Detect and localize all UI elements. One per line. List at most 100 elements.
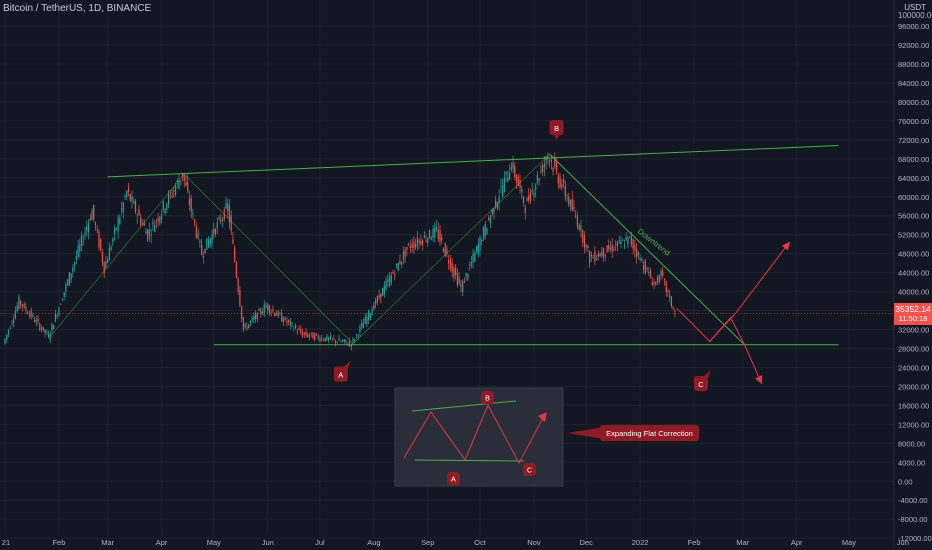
y-tick-label: 52000.00 xyxy=(898,231,929,240)
candle-body xyxy=(218,217,220,220)
candle-body xyxy=(199,240,201,243)
candle-body xyxy=(171,195,173,197)
candle-body xyxy=(91,210,93,220)
candle-body xyxy=(507,177,509,182)
candle-body xyxy=(110,247,112,250)
candle-body xyxy=(364,316,366,324)
candle-body xyxy=(227,203,229,212)
candle-body xyxy=(338,338,340,341)
candle-body xyxy=(649,270,652,279)
candle-body xyxy=(467,274,469,280)
candle-body xyxy=(451,263,453,272)
candle-body xyxy=(378,295,380,298)
candle-body xyxy=(486,227,488,235)
candle-body xyxy=(129,194,131,201)
symbol-header[interactable]: Bitcoin / TetherUS, 1D, BINANCE xyxy=(3,3,152,14)
candle-body xyxy=(100,238,102,251)
candle-body xyxy=(648,272,650,274)
candle-body xyxy=(281,312,283,322)
price-scale-panel[interactable] xyxy=(894,0,932,550)
candle-body xyxy=(202,256,204,258)
wave-label-text: A xyxy=(338,371,343,380)
candle-body xyxy=(594,251,596,262)
candle-body xyxy=(213,229,215,234)
current-price-tag: 35352.14 11:50:18 xyxy=(894,303,932,325)
inset-label-b-text: B xyxy=(485,396,490,403)
y-tick-label: 84000.00 xyxy=(898,79,929,88)
candle-body xyxy=(253,316,255,320)
candle-body xyxy=(651,282,653,286)
candle-body xyxy=(397,263,399,271)
bar-countdown: 11:50:18 xyxy=(898,314,928,323)
candle-body xyxy=(509,172,511,180)
candle-body xyxy=(267,303,269,311)
y-tick-label: 88000.00 xyxy=(898,60,929,69)
candle-body xyxy=(86,226,88,232)
candle-body xyxy=(335,340,337,343)
candle-body xyxy=(596,258,598,260)
candle-body xyxy=(352,338,354,342)
wave-label-bg xyxy=(694,376,708,392)
candle-body xyxy=(582,230,584,243)
candle-body xyxy=(656,277,659,283)
y-tick-label: 68000.00 xyxy=(898,155,929,164)
time-scale-labels: 21 Feb Mar Apr May Jun Jul Aug Sep Oct Nov Dec 2022 F… xyxy=(2,538,909,547)
candle-body xyxy=(181,173,184,177)
callout[interactable]: Expanding Flat Correction xyxy=(567,425,699,441)
candle-body xyxy=(413,241,415,249)
candle-body xyxy=(314,334,316,341)
candle-body xyxy=(134,200,137,212)
inset-arrow-head xyxy=(538,412,547,422)
candle-body xyxy=(96,229,98,231)
candle-body xyxy=(242,317,244,330)
candle-body xyxy=(423,235,425,238)
candle-body xyxy=(669,295,671,298)
candle-body xyxy=(84,232,86,235)
candle-body xyxy=(472,253,474,262)
candle-body xyxy=(305,331,307,336)
candle-body xyxy=(124,196,126,198)
candle-body xyxy=(611,244,613,252)
candle-body xyxy=(326,335,328,341)
candle-body xyxy=(167,193,170,204)
candle-body xyxy=(120,207,123,210)
candle-body xyxy=(131,196,133,201)
candle-body xyxy=(529,192,532,202)
candle-body xyxy=(232,239,234,244)
candle-body xyxy=(481,240,483,242)
candle-body xyxy=(256,312,258,320)
candle-body xyxy=(395,263,398,266)
callout-text: Expanding Flat Correction xyxy=(606,429,693,438)
candle-body xyxy=(357,335,359,337)
candle-body xyxy=(362,323,365,329)
candle-body xyxy=(147,229,149,240)
candle-body xyxy=(49,334,51,341)
candle-body xyxy=(616,241,619,247)
projection-alt-path xyxy=(709,316,763,385)
candle-body xyxy=(141,223,144,225)
candle-body xyxy=(522,196,525,204)
candle-body xyxy=(542,165,544,172)
candle-body xyxy=(180,180,182,182)
candle-body xyxy=(427,238,429,243)
candle-body xyxy=(590,254,592,257)
currency-label[interactable]: USDT xyxy=(904,3,926,12)
candle-body xyxy=(341,340,344,342)
candle-body xyxy=(562,178,565,184)
candle-body xyxy=(630,236,632,245)
candle-body xyxy=(166,203,168,210)
candle-body xyxy=(559,176,561,188)
candle-body xyxy=(107,259,109,264)
candle-body xyxy=(58,307,60,316)
projection-path-arrowhead xyxy=(781,241,790,251)
candle-body xyxy=(317,336,319,339)
y-tick-label: 44000.00 xyxy=(898,269,929,278)
candle-body xyxy=(119,217,121,225)
candle-body xyxy=(176,180,178,183)
candle-body xyxy=(72,267,74,272)
candle-body xyxy=(74,262,76,266)
candle-body xyxy=(204,248,206,254)
candle-body xyxy=(300,328,302,333)
y-tick-label: 24000.00 xyxy=(898,363,929,372)
